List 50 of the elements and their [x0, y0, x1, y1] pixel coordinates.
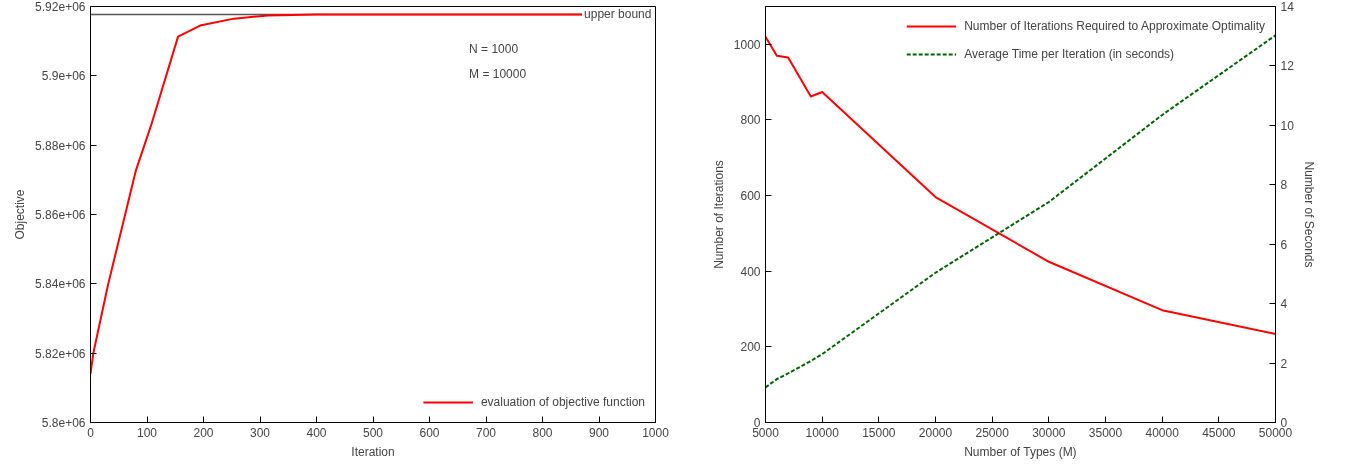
- x-tick-label: 700: [475, 425, 497, 440]
- y-tick-label: 5.8e+06: [41, 416, 86, 430]
- y2-tick-label: 6: [1280, 237, 1288, 252]
- x-tick-label: 500: [362, 425, 384, 440]
- x-tick-label: 1000: [642, 425, 670, 440]
- legend-label: Average Time per Iteration (in seconds): [964, 47, 1175, 61]
- x-tick-label: 25000: [975, 425, 1010, 440]
- y-tick-label: 600: [740, 189, 761, 204]
- y-tick-label: 1000: [733, 37, 761, 52]
- y2-tick-label: 10: [1280, 118, 1295, 133]
- x-tick-label: 100: [136, 425, 158, 440]
- annotation: upper bound: [584, 7, 652, 22]
- x-tick-label: 900: [588, 425, 610, 440]
- x-tick-label: 30000: [1032, 425, 1066, 440]
- x-tick-label: 300: [249, 425, 271, 440]
- x-tick-label: 800: [532, 425, 553, 440]
- y-tick-label: 5.88e+06: [35, 138, 86, 153]
- y2-tick-label: 0: [1280, 416, 1288, 430]
- x-tick-label: 200: [193, 425, 214, 440]
- x-axis-title: Iteration: [351, 444, 395, 459]
- annotation: N = 1000: [469, 42, 519, 57]
- y2-tick-label: 12: [1280, 59, 1295, 74]
- y2-tick-label: 2: [1280, 356, 1288, 371]
- y-tick-label: 200: [740, 340, 761, 355]
- legend-label: Number of Iterations Required to Approximate Optimality: [964, 19, 1265, 33]
- y-tick-label: 400: [740, 264, 761, 279]
- x-tick-label: 20000: [918, 425, 953, 440]
- y-tick-label: 5.86e+06: [35, 208, 86, 222]
- y-tick-label: 0: [753, 416, 761, 430]
- y2-axis-title: Number of Seconds: [1301, 161, 1316, 268]
- x-tick-label: 40000: [1145, 425, 1180, 440]
- y-axis-title: Objective: [13, 189, 28, 240]
- y-tick-label: 800: [740, 113, 761, 128]
- y2-tick-label: 14: [1280, 0, 1295, 14]
- y-axis-title: Number of Iterations: [711, 160, 726, 269]
- x-tick-label: 15000: [862, 425, 896, 440]
- legend-label: evaluation of objective function: [480, 395, 645, 409]
- annotation: M = 10000: [469, 67, 527, 82]
- y-tick-label: 5.84e+06: [35, 277, 86, 292]
- x-tick-label: 10000: [805, 425, 840, 440]
- y2-tick-label: 4: [1280, 297, 1288, 312]
- x-tick-label: 600: [419, 425, 440, 440]
- x-axis-title: Number of Types (M): [964, 444, 1077, 459]
- x-tick-label: 35000: [1088, 425, 1123, 440]
- x-tick-label: 45000: [1202, 425, 1236, 440]
- y2-tick-label: 8: [1280, 178, 1288, 193]
- y-tick-label: 5.9e+06: [41, 69, 86, 84]
- x-tick-label: 400: [306, 425, 327, 440]
- y-tick-label: 5.92e+06: [35, 0, 86, 14]
- y-tick-label: 5.82e+06: [35, 346, 86, 361]
